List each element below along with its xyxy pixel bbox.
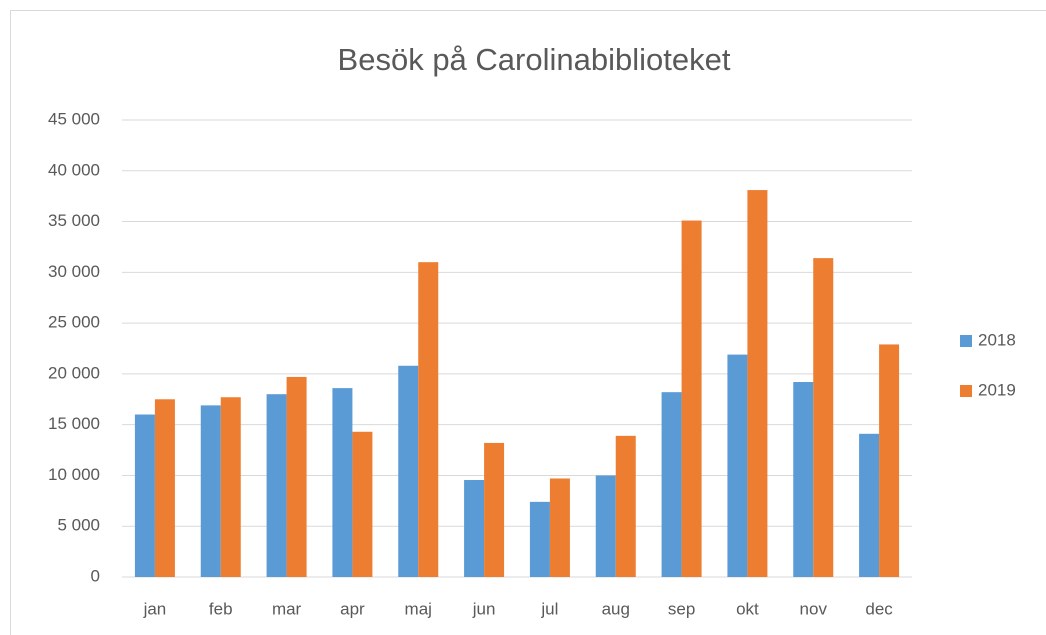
bar — [352, 431, 373, 577]
y-tick-label: 20 000 — [48, 363, 100, 382]
x-tick-label: feb — [209, 599, 233, 618]
bar — [464, 480, 485, 577]
bar — [595, 475, 616, 577]
x-tick-label: jun — [472, 599, 496, 618]
x-tick-label: dec — [865, 599, 893, 618]
bar — [813, 258, 834, 577]
y-tick-label: 45 000 — [48, 109, 100, 128]
bar — [661, 392, 682, 577]
x-tick-label: sep — [668, 599, 695, 618]
y-tick-label: 15 000 — [48, 414, 100, 433]
legend-label: 2019 — [978, 380, 1016, 399]
y-tick-label: 40 000 — [48, 160, 100, 179]
bar — [154, 399, 175, 577]
y-tick-label: 10 000 — [48, 465, 100, 484]
bar — [859, 433, 880, 577]
x-tick-label: apr — [340, 599, 365, 618]
bar — [549, 478, 570, 577]
bar — [266, 394, 287, 577]
y-tick-label: 0 — [91, 566, 100, 585]
bar — [879, 344, 900, 577]
bar — [286, 376, 307, 577]
legend-swatch — [960, 385, 972, 397]
x-tick-label: jul — [540, 599, 558, 618]
y-tick-label: 30 000 — [48, 262, 100, 281]
bar — [681, 220, 702, 578]
x-tick-label: maj — [405, 599, 432, 618]
bar — [727, 354, 748, 577]
x-tick-label: okt — [736, 599, 759, 618]
x-tick-label: nov — [800, 599, 828, 618]
x-tick-label: jan — [143, 599, 167, 618]
y-tick-label: 25 000 — [48, 313, 100, 332]
x-tick-label: aug — [602, 599, 630, 618]
legend-swatch — [960, 335, 972, 347]
y-tick-label: 5 000 — [57, 516, 100, 535]
x-tick-label: mar — [272, 599, 302, 618]
legend-label: 2018 — [978, 330, 1016, 349]
y-tick-label: 35 000 — [48, 211, 100, 230]
bar — [418, 262, 439, 577]
bar — [484, 442, 505, 577]
bar — [200, 405, 221, 577]
bar — [615, 435, 636, 577]
bar — [332, 388, 353, 577]
chart-title: Besök på Carolinabiblioteket — [338, 42, 731, 77]
bar — [529, 501, 550, 577]
bar — [793, 382, 814, 577]
bar — [134, 414, 155, 577]
bar — [220, 397, 241, 577]
bar — [747, 190, 768, 577]
bar — [398, 365, 419, 577]
